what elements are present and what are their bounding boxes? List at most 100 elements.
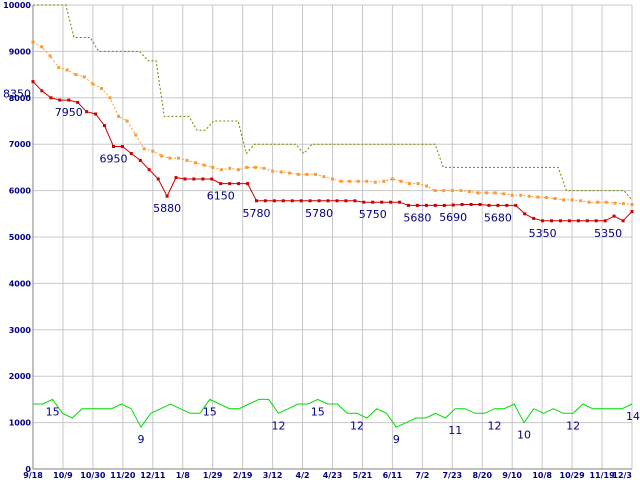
data-point [433,189,437,193]
x-tick-label: 10/8 [532,471,552,480]
data-point [279,170,283,174]
data-label: 11 [448,424,462,437]
data-point [228,166,232,170]
data-label: 5780 [243,207,271,220]
data-point [544,196,548,200]
data-point [389,200,393,204]
data-point [339,179,343,183]
x-tick-label: 2/19 [233,471,253,480]
data-point [112,145,115,148]
data-point [94,112,98,116]
data-point [425,184,429,188]
data-point [579,199,583,203]
data-point [519,193,523,197]
data-point [373,180,377,184]
data-label: 5690 [439,211,467,224]
data-point [228,182,232,186]
data-point [138,158,142,162]
data-label: 12 [566,419,580,432]
y-tick-label: 9000 [9,47,32,56]
data-point [296,172,300,176]
data-point [390,177,394,181]
x-tick-label: 10/30 [80,471,106,480]
data-point [356,179,360,183]
data-point [254,165,257,169]
data-point [31,80,35,84]
data-point [621,202,625,206]
data-point [541,219,545,223]
data-point [322,175,326,179]
data-point [415,203,419,207]
data-point [604,200,608,204]
data-point [263,199,267,203]
data-point [424,203,428,207]
data-point [523,212,527,216]
data-point [246,182,250,186]
data-point [134,133,138,137]
data-point [40,45,44,49]
data-point [31,40,35,44]
data-point [305,172,309,176]
data-point [272,199,276,203]
data-point [201,177,205,181]
data-point [587,200,591,204]
y-tick-label: 4000 [9,279,32,288]
y-tick-label: 6000 [9,187,32,196]
data-point [74,73,78,77]
data-point [596,200,600,204]
data-label: 7950 [55,106,83,119]
data-point [313,172,317,176]
data-point [65,68,69,72]
data-point [613,201,617,205]
y-tick-label: 0 [25,465,31,474]
data-label: 5350 [529,227,557,240]
data-point [85,110,89,114]
y-tick-label: 3000 [9,326,32,335]
data-point [433,203,437,207]
data-point [459,189,463,193]
data-point [142,147,146,151]
data-point [120,145,124,148]
data-point [451,203,455,207]
data-label: 15 [46,405,60,418]
data-point [630,210,634,213]
data-label: 5680 [403,211,431,224]
data-point [183,177,187,181]
data-point [505,203,509,207]
x-tick-label: 11/20 [110,471,136,480]
data-point [108,96,112,100]
x-tick-label: 12/11 [140,471,166,480]
data-point [442,189,446,193]
data-point [399,179,403,183]
data-point [40,89,44,93]
x-tick-label: 6/11 [383,471,403,480]
data-label: 6950 [99,153,127,166]
data-point [469,203,473,206]
data-point [219,168,223,172]
data-point [202,163,206,167]
data-point [514,203,518,207]
data-point [331,177,334,181]
data-point [165,194,169,198]
data-point [612,214,616,218]
tick-labels: 0 1000 2000 3000 4000 5000 6000 7000 8000 9000 100… [3,1,632,480]
series-line-0 [33,4,633,201]
data-label: 5880 [153,202,181,215]
data-point [407,203,410,207]
data-point [585,219,589,223]
data-point [478,203,482,206]
data-label: 15 [311,405,325,418]
data-point [177,156,180,160]
data-point [326,199,330,203]
x-tick-label: 7/2 [415,471,429,480]
data-point [151,149,155,153]
y-tick-label: 10000 [3,1,31,10]
data-point [408,182,411,186]
data-point [532,216,536,220]
data-point [174,176,178,180]
x-tick-label: 1/29 [203,471,223,480]
data-label: 6150 [207,190,235,203]
x-tick-label: 7/23 [442,471,462,480]
data-point [567,219,571,223]
data-point [536,195,540,199]
